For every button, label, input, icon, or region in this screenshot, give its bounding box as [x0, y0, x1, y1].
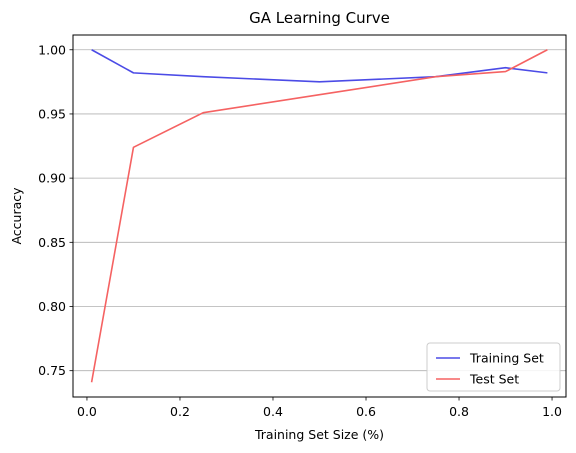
x-tick-label: 0.2 — [170, 404, 190, 419]
series-line-test-set — [90, 49, 548, 383]
x-axis-ticks: 0.0 0.2 0.4 0.6 0.8 1.0 — [77, 397, 562, 419]
series-lines — [90, 49, 548, 383]
series-line-training-set — [91, 49, 548, 83]
legend-label: Training Set — [469, 351, 544, 366]
x-tick-label: 0.6 — [356, 404, 376, 419]
y-tick-label: 1.00 — [38, 42, 66, 57]
x-tick-label: 0.8 — [449, 404, 469, 419]
grid — [73, 49, 566, 372]
y-tick-label: 0.80 — [38, 299, 66, 314]
legend-label: Test Set — [469, 372, 519, 387]
y-axis-label: Accuracy — [9, 187, 24, 245]
chart-title: GA Learning Curve — [249, 9, 390, 27]
y-tick-label: 0.75 — [38, 363, 66, 378]
legend-box — [426, 342, 561, 392]
y-tick-label: 0.90 — [38, 171, 66, 186]
x-axis-label: Training Set Size (%) — [254, 427, 384, 442]
x-tick-label: 1.0 — [542, 404, 562, 419]
y-tick-label: 0.85 — [38, 235, 66, 250]
y-tick-label: 0.95 — [38, 106, 66, 121]
x-tick-label: 0.0 — [77, 404, 97, 419]
y-axis-ticks: 0.75 0.80 0.85 0.90 0.95 1.00 — [38, 42, 73, 378]
legend: Training Set Test Set — [426, 342, 561, 392]
x-tick-label: 0.4 — [263, 404, 283, 419]
plot-area-frame — [72, 34, 567, 398]
